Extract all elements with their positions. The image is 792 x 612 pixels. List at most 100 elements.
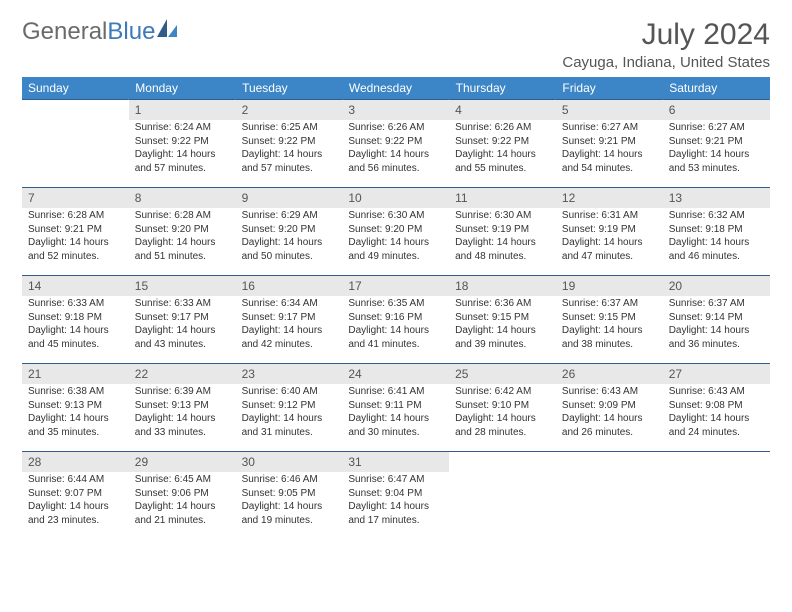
daylight-text: Daylight: 14 hours and 38 minutes. — [562, 324, 657, 351]
cell-body: Sunrise: 6:37 AMSunset: 9:15 PMDaylight:… — [556, 296, 663, 355]
day-number: 1 — [129, 100, 236, 120]
calendar-cell: 31Sunrise: 6:47 AMSunset: 9:04 PMDayligh… — [342, 452, 449, 540]
cell-body: Sunrise: 6:29 AMSunset: 9:20 PMDaylight:… — [236, 208, 343, 267]
cell-body: Sunrise: 6:35 AMSunset: 9:16 PMDaylight:… — [342, 296, 449, 355]
sunrise-text: Sunrise: 6:38 AM — [28, 385, 123, 399]
sunset-text: Sunset: 9:13 PM — [28, 399, 123, 413]
calendar-cell: 21Sunrise: 6:38 AMSunset: 9:13 PMDayligh… — [22, 364, 129, 452]
sunset-text: Sunset: 9:07 PM — [28, 487, 123, 501]
calendar-table: Sunday Monday Tuesday Wednesday Thursday… — [22, 77, 770, 540]
calendar-cell: 10Sunrise: 6:30 AMSunset: 9:20 PMDayligh… — [342, 188, 449, 276]
daylight-text: Daylight: 14 hours and 23 minutes. — [28, 500, 123, 527]
day-number: 15 — [129, 276, 236, 296]
calendar-cell: 14Sunrise: 6:33 AMSunset: 9:18 PMDayligh… — [22, 276, 129, 364]
daylight-text: Daylight: 14 hours and 50 minutes. — [242, 236, 337, 263]
calendar-cell: 6Sunrise: 6:27 AMSunset: 9:21 PMDaylight… — [663, 100, 770, 188]
sunset-text: Sunset: 9:14 PM — [669, 311, 764, 325]
cell-body — [22, 120, 129, 125]
cell-body: Sunrise: 6:45 AMSunset: 9:06 PMDaylight:… — [129, 472, 236, 531]
day-number: 13 — [663, 188, 770, 208]
daylight-text: Daylight: 14 hours and 55 minutes. — [455, 148, 550, 175]
cell-body — [663, 472, 770, 477]
cell-body: Sunrise: 6:39 AMSunset: 9:13 PMDaylight:… — [129, 384, 236, 443]
cell-body: Sunrise: 6:40 AMSunset: 9:12 PMDaylight:… — [236, 384, 343, 443]
day-number: 24 — [342, 364, 449, 384]
calendar-cell: 18Sunrise: 6:36 AMSunset: 9:15 PMDayligh… — [449, 276, 556, 364]
sunrise-text: Sunrise: 6:36 AM — [455, 297, 550, 311]
sunrise-text: Sunrise: 6:24 AM — [135, 121, 230, 135]
sunset-text: Sunset: 9:06 PM — [135, 487, 230, 501]
day-number: 29 — [129, 452, 236, 472]
daylight-text: Daylight: 14 hours and 33 minutes. — [135, 412, 230, 439]
sunrise-text: Sunrise: 6:33 AM — [135, 297, 230, 311]
calendar-cell: 30Sunrise: 6:46 AMSunset: 9:05 PMDayligh… — [236, 452, 343, 540]
day-number: 22 — [129, 364, 236, 384]
day-number: 4 — [449, 100, 556, 120]
cell-body — [556, 472, 663, 477]
weekday-header: Sunday — [22, 77, 129, 100]
sunset-text: Sunset: 9:08 PM — [669, 399, 764, 413]
logo-text-general: General — [22, 18, 107, 46]
cell-body: Sunrise: 6:31 AMSunset: 9:19 PMDaylight:… — [556, 208, 663, 267]
cell-body: Sunrise: 6:30 AMSunset: 9:20 PMDaylight:… — [342, 208, 449, 267]
sunrise-text: Sunrise: 6:42 AM — [455, 385, 550, 399]
day-number: 17 — [342, 276, 449, 296]
day-number: 20 — [663, 276, 770, 296]
calendar-cell: 23Sunrise: 6:40 AMSunset: 9:12 PMDayligh… — [236, 364, 343, 452]
sunrise-text: Sunrise: 6:39 AM — [135, 385, 230, 399]
day-number: 27 — [663, 364, 770, 384]
daylight-text: Daylight: 14 hours and 47 minutes. — [562, 236, 657, 263]
day-number: 18 — [449, 276, 556, 296]
calendar-cell: 27Sunrise: 6:43 AMSunset: 9:08 PMDayligh… — [663, 364, 770, 452]
sunrise-text: Sunrise: 6:40 AM — [242, 385, 337, 399]
sunset-text: Sunset: 9:21 PM — [28, 223, 123, 237]
logo: GeneralBlue — [22, 18, 179, 46]
title-block: July 2024 Cayuga, Indiana, United States — [562, 18, 770, 71]
calendar-cell: 29Sunrise: 6:45 AMSunset: 9:06 PMDayligh… — [129, 452, 236, 540]
daylight-text: Daylight: 14 hours and 56 minutes. — [348, 148, 443, 175]
day-number: 19 — [556, 276, 663, 296]
sunrise-text: Sunrise: 6:37 AM — [669, 297, 764, 311]
sunrise-text: Sunrise: 6:43 AM — [669, 385, 764, 399]
cell-body: Sunrise: 6:30 AMSunset: 9:19 PMDaylight:… — [449, 208, 556, 267]
sunset-text: Sunset: 9:20 PM — [348, 223, 443, 237]
cell-body: Sunrise: 6:32 AMSunset: 9:18 PMDaylight:… — [663, 208, 770, 267]
sunrise-text: Sunrise: 6:26 AM — [348, 121, 443, 135]
sunset-text: Sunset: 9:04 PM — [348, 487, 443, 501]
daylight-text: Daylight: 14 hours and 46 minutes. — [669, 236, 764, 263]
cell-body: Sunrise: 6:25 AMSunset: 9:22 PMDaylight:… — [236, 120, 343, 179]
cell-body — [449, 472, 556, 477]
calendar-cell: 9Sunrise: 6:29 AMSunset: 9:20 PMDaylight… — [236, 188, 343, 276]
calendar-cell — [663, 452, 770, 540]
calendar-cell: 24Sunrise: 6:41 AMSunset: 9:11 PMDayligh… — [342, 364, 449, 452]
day-number: 11 — [449, 188, 556, 208]
weekday-header: Thursday — [449, 77, 556, 100]
cell-body: Sunrise: 6:43 AMSunset: 9:08 PMDaylight:… — [663, 384, 770, 443]
calendar-row: 1Sunrise: 6:24 AM Sunset: 9:22 PM Daylight… — [22, 100, 770, 188]
calendar-cell: 17Sunrise: 6:35 AMSunset: 9:16 PMDayligh… — [342, 276, 449, 364]
calendar-cell: 20Sunrise: 6:37 AMSunset: 9:14 PMDayligh… — [663, 276, 770, 364]
cell-body: Sunrise: 6:28 AMSunset: 9:21 PMDaylight:… — [22, 208, 129, 267]
sail-icon — [157, 18, 179, 46]
cell-body: Sunrise: 6:26 AMSunset: 9:22 PMDaylight:… — [449, 120, 556, 179]
day-number: 5 — [556, 100, 663, 120]
day-number: 7 — [22, 188, 129, 208]
sunset-text: Sunset: 9:20 PM — [242, 223, 337, 237]
calendar-cell: 12Sunrise: 6:31 AMSunset: 9:19 PMDayligh… — [556, 188, 663, 276]
day-number: 25 — [449, 364, 556, 384]
daylight-text: Daylight: 14 hours and 26 minutes. — [562, 412, 657, 439]
calendar-cell: 26Sunrise: 6:43 AMSunset: 9:09 PMDayligh… — [556, 364, 663, 452]
cell-body: Sunrise: 6:47 AMSunset: 9:04 PMDaylight:… — [342, 472, 449, 531]
sunrise-text: Sunrise: 6:27 AM — [669, 121, 764, 135]
daylight-text: Daylight: 14 hours and 17 minutes. — [348, 500, 443, 527]
daylight-text: Daylight: 14 hours and 43 minutes. — [135, 324, 230, 351]
cell-body: Sunrise: 6:34 AMSunset: 9:17 PMDaylight:… — [236, 296, 343, 355]
sunrise-text: Sunrise: 6:46 AM — [242, 473, 337, 487]
day-number: 26 — [556, 364, 663, 384]
daylight-text: Daylight: 14 hours and 35 minutes. — [28, 412, 123, 439]
sunset-text: Sunset: 9:12 PM — [242, 399, 337, 413]
sunset-text: Sunset: 9:19 PM — [562, 223, 657, 237]
sunrise-text: Sunrise: 6:44 AM — [28, 473, 123, 487]
sunrise-text: Sunrise: 6:29 AM — [242, 209, 337, 223]
sunset-text: Sunset: 9:22 PM — [242, 135, 337, 149]
